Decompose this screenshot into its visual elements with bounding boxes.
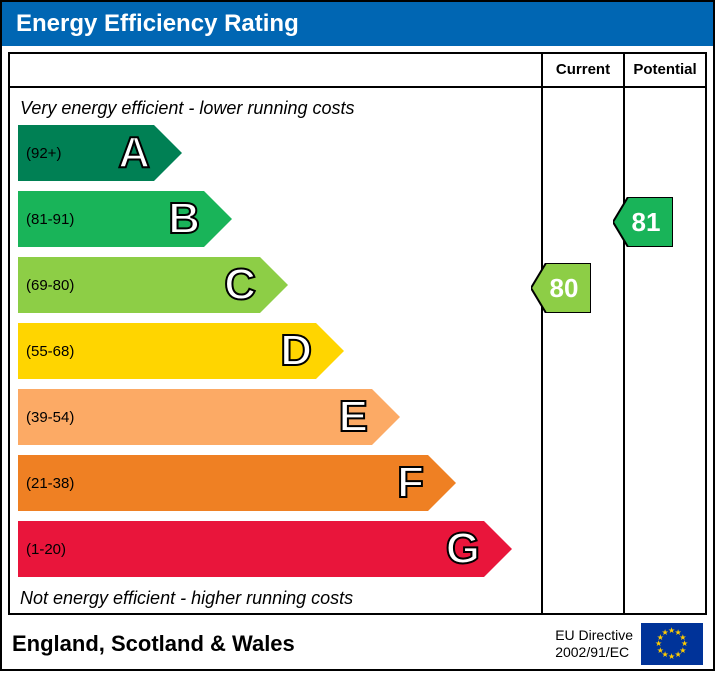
chart-column: Very energy efficient - lower running co… <box>10 88 541 615</box>
band-range-g: (1-20) <box>18 541 66 558</box>
band-letter-b: B <box>168 194 200 244</box>
bottom-caption: Not energy efficient - higher running co… <box>10 584 363 613</box>
title-bar: Energy Efficiency Rating <box>2 2 713 46</box>
band-range-b: (81-91) <box>18 211 74 228</box>
band-letter-f: F <box>397 458 424 508</box>
band-bar-a: (92+) A <box>18 125 182 181</box>
header-potential: Potential <box>623 54 705 86</box>
band-letter-a: A <box>118 128 150 178</box>
band-range-a: (92+) <box>18 145 61 162</box>
current-value: 80 <box>544 273 579 304</box>
potential-arrow: 81 <box>613 197 673 247</box>
header-main <box>10 54 541 86</box>
band-bar-f: (21-38) F <box>18 455 456 511</box>
region-text: England, Scotland & Wales <box>12 631 295 657</box>
band-bar-c: (69-80) C <box>18 257 288 313</box>
eu-flag-icon: ★★★★★★★★★★★★ <box>641 623 703 665</box>
header-row: Current Potential <box>10 54 705 88</box>
band-bar-g: (1-20) G <box>18 521 512 577</box>
band-letter-c: C <box>224 260 256 310</box>
bars-area: (92+) A (81-91) B (69-80) C (55-68) D (39-54) E (2… <box>10 123 541 589</box>
current-column: 80 <box>541 88 623 615</box>
band-letter-d: D <box>280 326 312 376</box>
chart-table: Current Potential Very energy efficient … <box>8 52 707 615</box>
epc-container: Energy Efficiency Rating Current Potenti… <box>0 0 715 671</box>
current-arrow: 80 <box>531 263 591 313</box>
eu-star: ★ <box>668 652 675 661</box>
directive-text: EU Directive 2002/91/EC <box>555 627 633 661</box>
band-bar-b: (81-91) B <box>18 191 232 247</box>
body-row: Very energy efficient - lower running co… <box>10 88 705 615</box>
potential-column: 81 <box>623 88 705 615</box>
directive-line2: 2002/91/EC <box>555 644 629 660</box>
band-range-d: (55-68) <box>18 343 74 360</box>
band-letter-g: G <box>446 524 480 574</box>
band-bar-e: (39-54) E <box>18 389 400 445</box>
eu-star: ★ <box>662 628 669 637</box>
band-range-e: (39-54) <box>18 409 74 426</box>
potential-value: 81 <box>626 207 661 238</box>
top-caption: Very energy efficient - lower running co… <box>10 94 541 123</box>
title-text: Energy Efficiency Rating <box>16 10 299 37</box>
directive-line1: EU Directive <box>555 627 633 643</box>
band-range-c: (69-80) <box>18 277 74 294</box>
band-letter-e: E <box>339 392 368 442</box>
directive-block: EU Directive 2002/91/EC ★★★★★★★★★★★★ <box>555 623 703 665</box>
eu-star: ★ <box>675 650 682 659</box>
header-current: Current <box>541 54 623 86</box>
band-bar-d: (55-68) D <box>18 323 344 379</box>
footer: England, Scotland & Wales EU Directive 2… <box>2 615 713 665</box>
band-range-f: (21-38) <box>18 475 74 492</box>
